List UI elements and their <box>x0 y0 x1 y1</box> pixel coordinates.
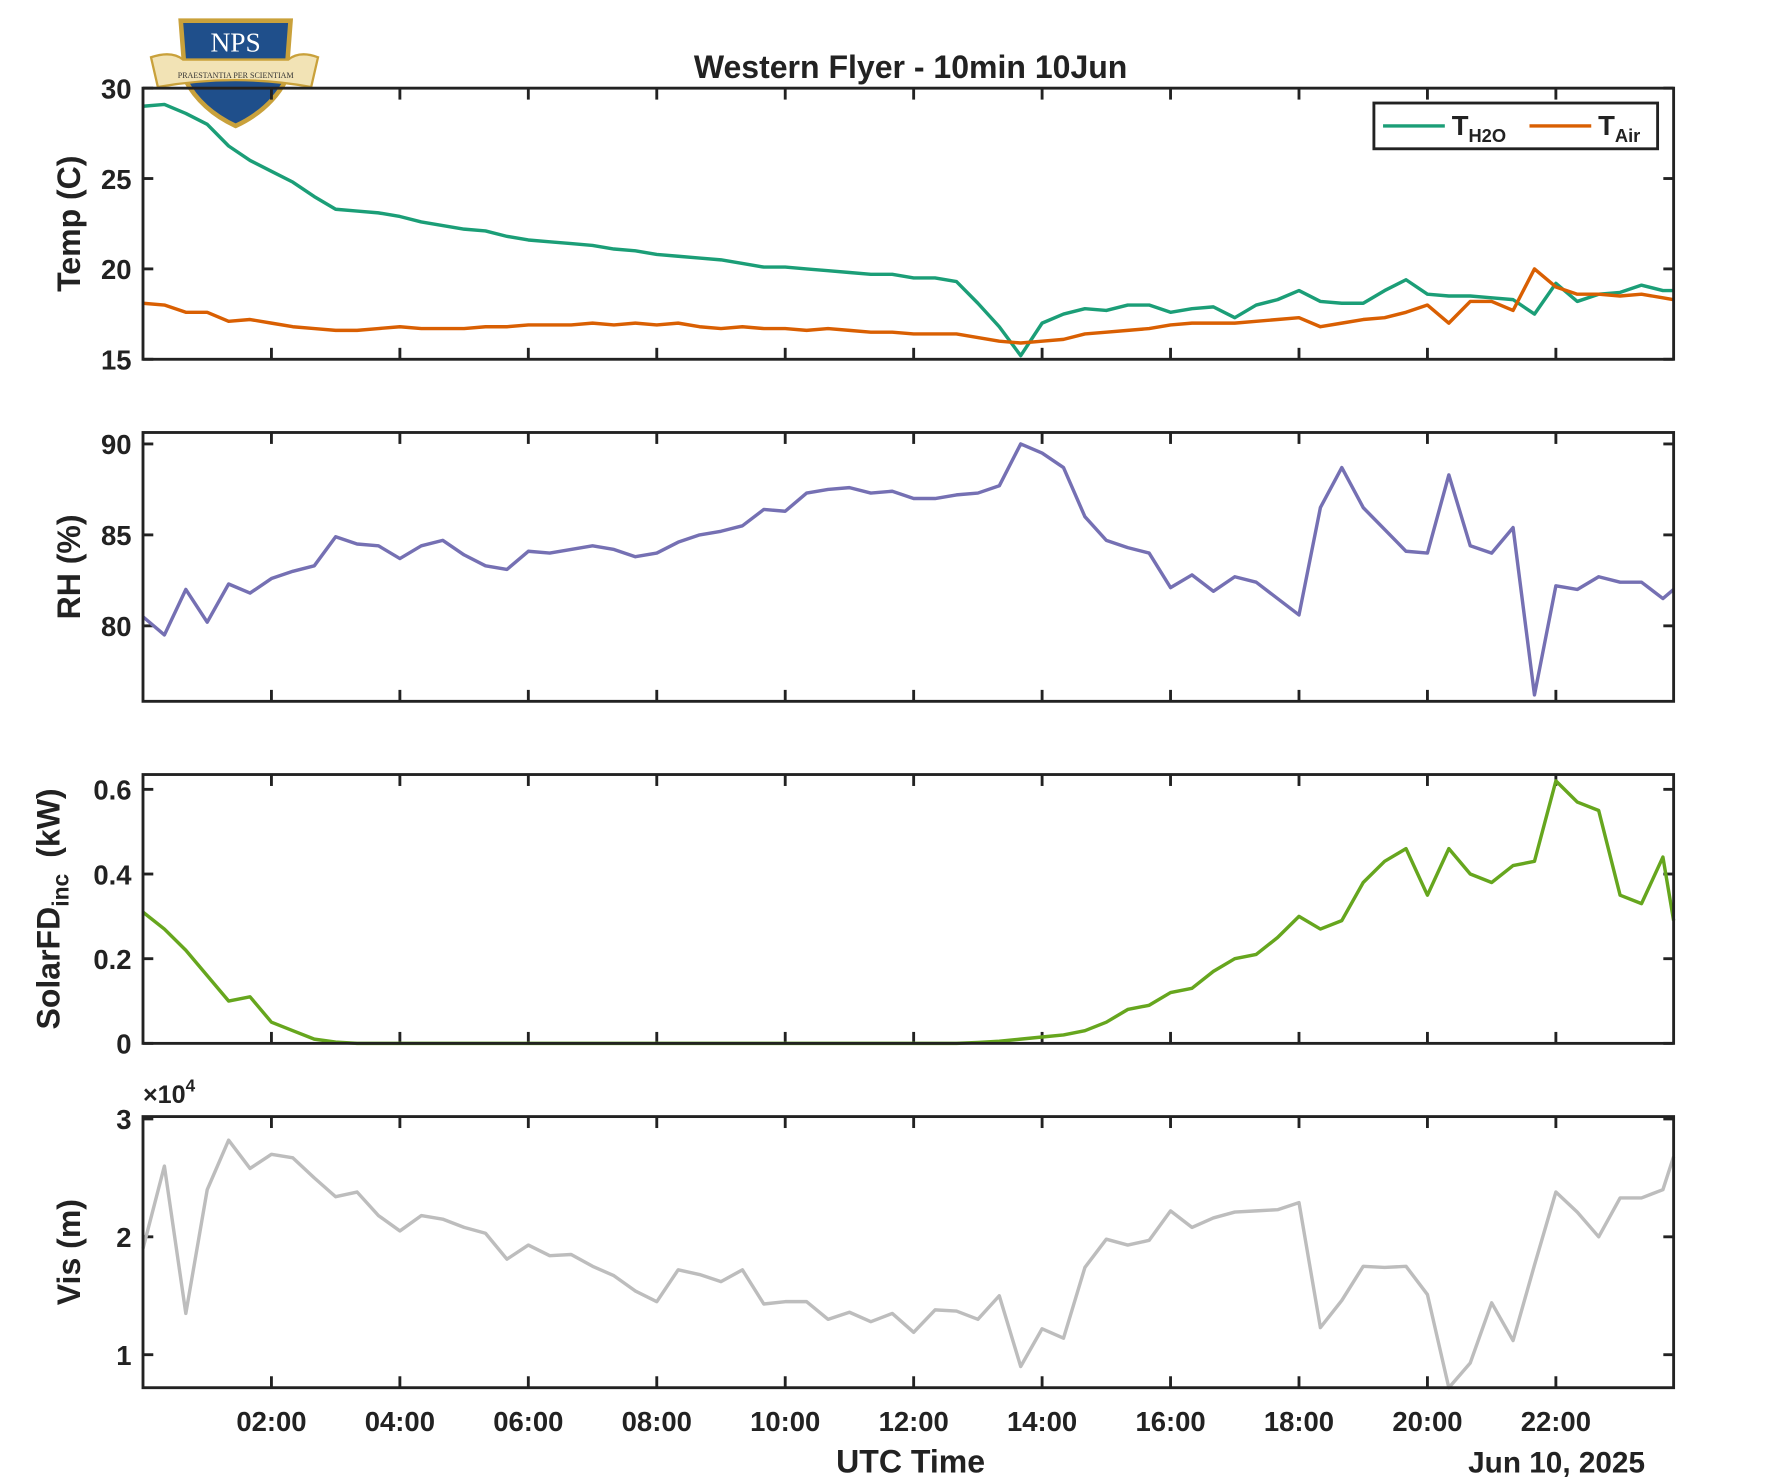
x-tick-label: 20:00 <box>1392 1406 1462 1437</box>
y-multiplier: ×104 <box>143 1075 196 1108</box>
x-tick-label: 16:00 <box>1135 1406 1205 1437</box>
logo-motto: PRAESTANTIA PER SCIENTIAM <box>178 71 294 80</box>
x-axis-label: UTC Time <box>836 1443 985 1477</box>
logo-ribbon <box>149 53 320 89</box>
chart-title: Western Flyer - 10min 10Jun <box>694 49 1128 85</box>
y-multiplier-power: 4 <box>186 1075 196 1095</box>
data-line <box>141 1138 1676 1390</box>
data-line <box>141 442 1675 697</box>
y-tick-label: 0.6 <box>93 775 131 806</box>
legend-label-subscript: H2O <box>1468 125 1506 146</box>
x-tick-label: 22:00 <box>1521 1406 1591 1437</box>
y-tick-label: 80 <box>101 611 132 642</box>
y-axis-label-suffix: (kW) <box>30 788 66 857</box>
y-tick-label: 90 <box>101 429 132 460</box>
y-tick-label: 3 <box>116 1104 131 1135</box>
y-tick-label: 85 <box>101 520 132 551</box>
x-tick-label: 14:00 <box>1007 1406 1077 1437</box>
y-axis-label-text: Vis (m) <box>51 1199 87 1305</box>
axes-frame <box>141 1115 1676 1390</box>
x-tick-label: 08:00 <box>622 1406 692 1437</box>
y-axis-label: RH (%) <box>51 514 87 619</box>
x-tick-label: 18:00 <box>1264 1406 1334 1437</box>
axes-frame <box>141 773 1676 1045</box>
axes-frame <box>141 431 1676 703</box>
y-tick-label: 0.4 <box>93 859 132 890</box>
y-axis-label-text: Temp (C) <box>51 156 87 292</box>
logo: NPS PRAESTANTIA PER SCIENTIAM <box>149 18 320 129</box>
y-axis-label-text: RH (%) <box>51 514 87 619</box>
y-axis-label: Vis (m) <box>51 1199 87 1305</box>
y-tick-label: 30 <box>101 73 132 104</box>
x-tick-label: 06:00 <box>493 1406 563 1437</box>
y-multiplier-base: ×10 <box>143 1081 186 1109</box>
data-line <box>142 267 1674 345</box>
date-label: Jun 10, 2025 <box>1468 1446 1645 1477</box>
x-tick-label: 12:00 <box>879 1406 949 1437</box>
y-tick-label: 20 <box>101 254 132 285</box>
y-axis-label-subscript: inc <box>48 873 74 906</box>
x-tick-label: 04:00 <box>365 1406 435 1437</box>
y-axis-label-text: SolarFD <box>30 907 66 1030</box>
x-tick-label: 10:00 <box>750 1406 820 1437</box>
legend-label-text: T <box>1598 110 1615 141</box>
y-tick-label: 0.2 <box>93 944 131 975</box>
logo-text: NPS <box>210 28 260 58</box>
legend-label-text: T <box>1452 110 1469 141</box>
y-tick-label: 25 <box>101 164 132 195</box>
data-line <box>141 779 1676 1046</box>
y-tick-label: 0 <box>116 1029 131 1060</box>
y-tick-label: 2 <box>116 1222 131 1253</box>
y-axis-label: SolarFDinc (kW) <box>30 788 73 1029</box>
legend-label: TH2O <box>1452 110 1506 146</box>
y-axis-label: Temp (C) <box>51 156 87 292</box>
axes-frame <box>141 86 1676 361</box>
legend-box <box>1372 101 1660 151</box>
y-tick-label: 1 <box>116 1340 131 1371</box>
legend-label-subscript: Air <box>1615 125 1640 146</box>
y-tick-label: 15 <box>101 345 132 376</box>
legend-label: TAir <box>1598 110 1640 146</box>
x-tick-label: 02:00 <box>236 1406 306 1437</box>
data-line <box>142 102 1674 358</box>
